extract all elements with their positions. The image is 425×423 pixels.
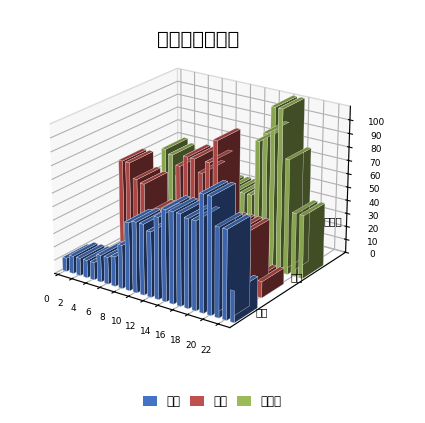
Legend: 東京, 大阪, 名古屋: 東京, 大阪, 名古屋 bbox=[139, 390, 286, 413]
Title: 各地の降水確率: 各地の降水確率 bbox=[156, 30, 239, 49]
